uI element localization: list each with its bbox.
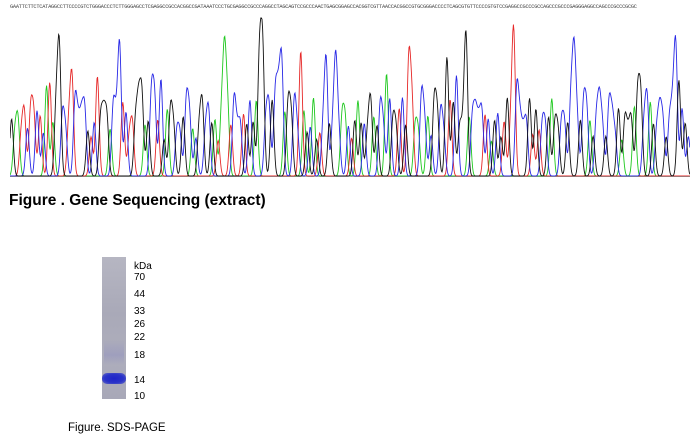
protein-band (102, 373, 126, 384)
marker-label-18: 18 (134, 350, 146, 361)
gel-figure-caption: Figure. SDS-PAGE (68, 422, 166, 434)
sds-page-gel: kDa 70 44 33 26 22 18 14 10 (100, 255, 220, 405)
marker-label-22: 22 (134, 332, 146, 343)
base-call-sequence: GAATTCTTCTCATAGGCCTTCCCCGTCTGGGACCCTCTTG… (10, 4, 637, 10)
trace-line-g (10, 17, 690, 177)
marker-label-33: 33 (134, 306, 146, 317)
gel-smear (104, 340, 124, 365)
trace-line-c (10, 35, 690, 177)
sequencing-panel: GAATTCTTCTCATAGGCCTTCCCCGTCTGGGACCCTCTTG… (0, 0, 693, 185)
marker-label-26: 26 (134, 319, 146, 330)
marker-label-10: 10 (134, 391, 146, 402)
marker-label-44: 44 (134, 289, 146, 300)
sequencing-figure-caption: Figure . Gene Sequencing (extract) (9, 192, 266, 209)
marker-label-70: 70 (134, 272, 146, 283)
marker-unit-label: kDa (134, 261, 152, 272)
chromatogram-trace (10, 17, 690, 177)
trace-line-t (10, 24, 690, 177)
marker-label-14: 14 (134, 375, 146, 386)
